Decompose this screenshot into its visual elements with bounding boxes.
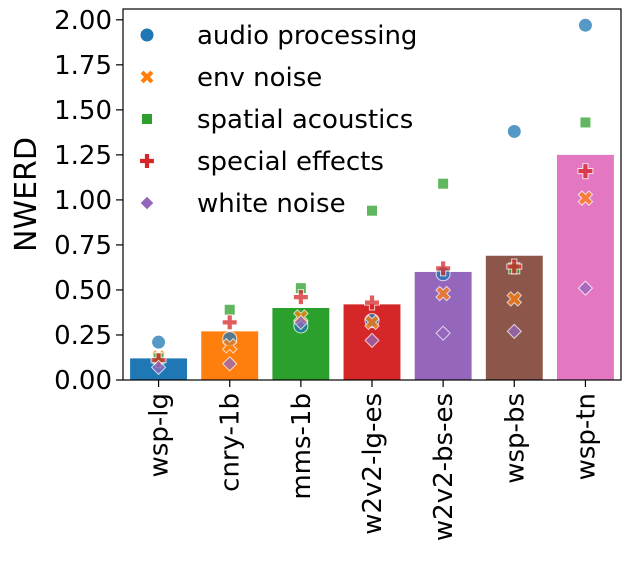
point-env-noise-w2v2-bs-es bbox=[435, 285, 451, 302]
y-tick-label: 2.00 bbox=[54, 6, 112, 36]
legend-marker-plus bbox=[139, 153, 155, 169]
point-env-noise-w2v2-lg-es bbox=[364, 314, 380, 331]
x-tick-label-wsp-bs: wsp-bs bbox=[500, 393, 530, 484]
x-axis: wsp-lg cnry-1b mms-1b w2v2-lg-es w2v2-bs-es w… bbox=[145, 380, 601, 541]
points-layer bbox=[150, 17, 594, 376]
point-white-noise-wsp-lg bbox=[150, 359, 167, 376]
x-tick-label-wsp-tn: wsp-tn bbox=[571, 393, 601, 480]
bars-layer bbox=[130, 154, 614, 380]
point-white-noise-mms-1b bbox=[293, 314, 309, 331]
point-white-noise-wsp-bs bbox=[506, 323, 522, 340]
bar-wsp-tn bbox=[556, 154, 614, 380]
y-axis-label: NWERD bbox=[9, 137, 44, 252]
legend-label: spatial acoustics bbox=[197, 105, 413, 135]
legend-label: audio processing bbox=[197, 21, 417, 51]
point-spatial-acoustics-wsp-tn bbox=[579, 116, 592, 129]
point-special-effects-mms-1b bbox=[292, 289, 309, 306]
point-spatial-acoustics-w2v2-bs-es bbox=[437, 177, 450, 190]
point-env-noise-wsp-tn bbox=[577, 190, 594, 206]
legend-marker-circle bbox=[139, 27, 155, 43]
legend-marker-diamond bbox=[139, 195, 155, 211]
y-tick-label: 0.00 bbox=[54, 366, 112, 396]
point-white-noise-w2v2-lg-es bbox=[364, 332, 380, 349]
x-tick-label-w2v2-bs-es: w2v2-bs-es bbox=[429, 393, 459, 541]
point-special-effects-w2v2-lg-es bbox=[364, 294, 380, 311]
point-special-effects-wsp-tn bbox=[577, 163, 594, 180]
x-tick-label-mms-1b: mms-1b bbox=[287, 393, 317, 500]
legend-label: white noise bbox=[197, 189, 346, 219]
point-white-noise-w2v2-bs-es bbox=[435, 325, 451, 341]
legend-marker-x bbox=[139, 69, 155, 85]
x-tick-label-w2v2-lg-es: w2v2-lg-es bbox=[358, 393, 388, 535]
y-tick-label: 1.50 bbox=[54, 96, 112, 126]
legend-item-audio-processing: audio processing bbox=[139, 21, 417, 51]
point-audio-processing-wsp-bs bbox=[506, 123, 522, 139]
point-env-noise-wsp-bs bbox=[506, 291, 523, 307]
point-special-effects-cnry-1b bbox=[221, 314, 238, 331]
legend-item-env-noise: env noise bbox=[139, 63, 322, 93]
y-axis: 0.00 0.25 0.50 0.75 1.00 1.25 1.50 1.75 2.00 bbox=[54, 6, 123, 396]
legend-item-spatial-acoustics: spatial acoustics bbox=[141, 105, 413, 135]
legend-item-special-effects: special effects bbox=[139, 147, 384, 177]
legend-item-white-noise: white noise bbox=[139, 189, 346, 219]
point-special-effects-w2v2-bs-es bbox=[435, 260, 452, 277]
point-spatial-acoustics-cnry-1b bbox=[223, 303, 236, 316]
point-spatial-acoustics-w2v2-lg-es bbox=[366, 204, 378, 217]
y-tick-label: 1.00 bbox=[54, 186, 112, 216]
point-white-noise-cnry-1b bbox=[222, 356, 238, 372]
y-tick-label: 0.75 bbox=[54, 231, 112, 261]
y-tick-label: 1.75 bbox=[54, 51, 112, 81]
legend-label: env noise bbox=[197, 63, 322, 93]
point-audio-processing-wsp-lg bbox=[151, 334, 167, 350]
legend-marker-square bbox=[141, 113, 153, 125]
legend: audio processing env noise spatial acousti… bbox=[139, 21, 417, 219]
bar-wsp-bs bbox=[485, 255, 543, 380]
point-audio-processing-wsp-tn bbox=[577, 17, 593, 33]
x-tick-label-cnry-1b: cnry-1b bbox=[216, 393, 246, 492]
point-white-noise-wsp-tn bbox=[577, 280, 594, 296]
point-special-effects-wsp-bs bbox=[506, 258, 523, 275]
y-tick-label: 0.50 bbox=[54, 276, 112, 306]
legend-label: special effects bbox=[197, 147, 384, 177]
point-env-noise-cnry-1b bbox=[221, 337, 238, 354]
x-tick-label-wsp-lg: wsp-lg bbox=[145, 393, 175, 477]
y-tick-label: 1.25 bbox=[54, 141, 112, 171]
y-tick-label: 0.25 bbox=[54, 321, 112, 351]
